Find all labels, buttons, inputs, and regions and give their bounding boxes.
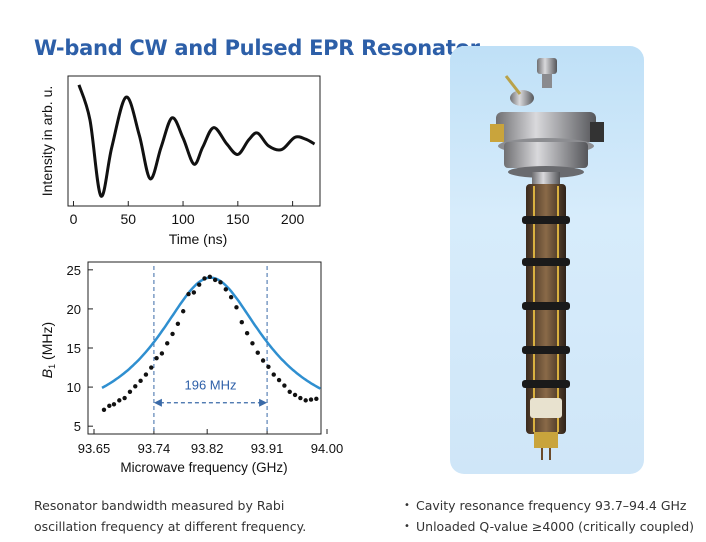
b1-data-points bbox=[101, 274, 319, 412]
b1-data-point bbox=[127, 389, 133, 394]
figure-caption: Resonator bandwidth measured by Rabi osc… bbox=[34, 498, 307, 534]
b1-data-point bbox=[143, 372, 149, 377]
b1-data-point bbox=[138, 378, 143, 384]
b1-data-point bbox=[207, 274, 213, 280]
b1-data-point bbox=[133, 384, 138, 389]
arrowhead-right-icon bbox=[259, 398, 268, 407]
b1-data-point bbox=[234, 305, 239, 310]
b1-data-point bbox=[175, 321, 181, 326]
b1-data-point bbox=[111, 402, 117, 407]
resonator-photo bbox=[450, 46, 644, 474]
rabi-x-tick-label: 150 bbox=[226, 211, 250, 227]
b1-data-point bbox=[218, 280, 223, 285]
b1-data-point bbox=[107, 403, 112, 409]
b1-data-point bbox=[244, 330, 250, 336]
b1-data-point bbox=[159, 351, 165, 356]
b1-data-point bbox=[255, 350, 260, 355]
b1-y-tick-label: 10 bbox=[67, 380, 81, 395]
b1-x-tick-label: 94.00 bbox=[311, 441, 344, 456]
rabi-x-ticks: 0 50 100 150 200 bbox=[70, 201, 305, 227]
b1-data-point bbox=[186, 291, 191, 297]
b1-y-tick-label: 20 bbox=[67, 302, 81, 317]
b1-data-point bbox=[202, 276, 207, 281]
b1-plot-frame bbox=[87, 261, 322, 435]
rabi-x-tick-label: 50 bbox=[120, 211, 136, 227]
b1-y-tick-label: 5 bbox=[74, 419, 81, 434]
b1-x-label: Microwave frequency (GHz) bbox=[120, 460, 287, 475]
b1-data-point bbox=[122, 395, 127, 401]
b1-ticks: 93.65 93.74 93.82 93.91 94.00 5 10 15 20 25 bbox=[67, 263, 344, 456]
spec-item-q-value: Unloaded Q-value ≥4000 (critically coupl… bbox=[402, 516, 694, 537]
b1-data-point bbox=[314, 396, 319, 402]
b1-data-point bbox=[287, 389, 292, 394]
b1-data-point bbox=[228, 294, 234, 300]
b1-data-point bbox=[250, 341, 255, 346]
b1-data-point bbox=[154, 355, 159, 361]
arrowhead-left-icon bbox=[153, 398, 162, 407]
resonator-illustration bbox=[490, 58, 604, 460]
b1-y-tick-label: 15 bbox=[67, 341, 81, 356]
b1-data-point bbox=[292, 392, 298, 398]
b1-data-point bbox=[117, 398, 122, 403]
rabi-x-tick-label: 100 bbox=[171, 211, 195, 227]
b1-data-point bbox=[196, 282, 202, 287]
b1-data-point bbox=[282, 383, 287, 388]
b1-data-point bbox=[165, 341, 170, 346]
b1-data-point bbox=[266, 364, 271, 369]
b1-data-point bbox=[212, 277, 218, 283]
b1-data-point bbox=[223, 287, 229, 292]
b1-data-point bbox=[303, 398, 308, 403]
b1-x-tick-label: 93.65 bbox=[78, 441, 111, 456]
b1-data-point bbox=[181, 309, 186, 314]
b1-data-point bbox=[191, 290, 197, 295]
b1-x-tick-label: 93.82 bbox=[191, 441, 224, 456]
rabi-x-tick-label: 200 bbox=[281, 211, 305, 227]
b1-y-label: B1 (MHz) bbox=[39, 322, 57, 378]
b1-data-point bbox=[101, 407, 107, 412]
rabi-plot-frame bbox=[67, 75, 321, 207]
lorentzian-fit-line bbox=[101, 276, 321, 390]
b1-x-tick-label: 93.74 bbox=[138, 441, 171, 456]
b1-data-point bbox=[170, 331, 175, 337]
b1-data-point bbox=[298, 395, 303, 401]
rabi-series-line bbox=[77, 84, 316, 198]
bandwidth-annotation: 196 MHz bbox=[184, 377, 236, 392]
b1-data-point bbox=[276, 377, 282, 383]
b1-data-point bbox=[260, 358, 266, 363]
rabi-chart: 0 50 100 150 200 Time (ns) Intensity in arb.… bbox=[39, 75, 321, 247]
b1-chart: 93.65 93.74 93.82 93.91 94.00 5 10 15 20 25 196 M… bbox=[39, 261, 344, 475]
spec-list: Cavity resonance frequency 93.7–94.4 GHz… bbox=[402, 495, 694, 537]
spec-item-frequency: Cavity resonance frequency 93.7–94.4 GHz bbox=[402, 495, 694, 516]
b1-x-tick-label: 93.91 bbox=[251, 441, 284, 456]
b1-data-point bbox=[271, 372, 276, 377]
rabi-y-label: Intensity in arb. u. bbox=[39, 86, 55, 197]
b1-data-point bbox=[308, 397, 314, 402]
slide-title: W-band CW and Pulsed EPR Resonator bbox=[34, 36, 480, 60]
b1-data-point bbox=[149, 365, 154, 370]
b1-data-point bbox=[239, 320, 244, 325]
rabi-x-label: Time (ns) bbox=[169, 231, 228, 247]
rabi-x-tick-label: 0 bbox=[70, 211, 78, 227]
b1-y-tick-label: 25 bbox=[67, 263, 81, 278]
